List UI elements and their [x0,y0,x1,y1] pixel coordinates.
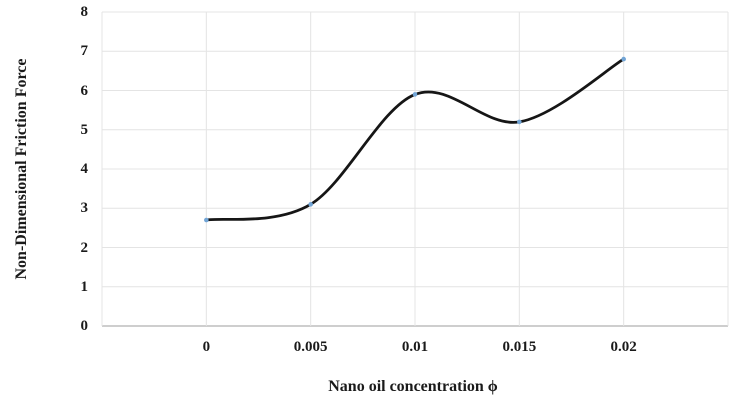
y-tick-label: 6 [80,82,89,99]
y-tick-label: 4 [80,161,89,177]
y-tick-label: 5 [80,121,89,138]
y-axis-title: Non-Dimensional Friction Force [13,58,30,280]
y-tick-label: 3 [80,200,89,217]
y-tick-label: 1 [80,278,89,295]
y-tick-label: 7 [80,43,89,60]
x-axis-title: Nano oil concentration ϕ [328,378,498,395]
x-tick-label: 0.005 [293,339,328,355]
y-tick-label: 2 [80,239,89,256]
x-tick-label: 0.02 [610,339,637,355]
x-tick-label: 0 [202,339,211,355]
y-tick-label: 0 [80,318,89,334]
x-tick-label: 0.015 [502,339,537,355]
x-tick-label: 0.01 [401,339,429,355]
y-tick-label: 8 [80,4,89,20]
